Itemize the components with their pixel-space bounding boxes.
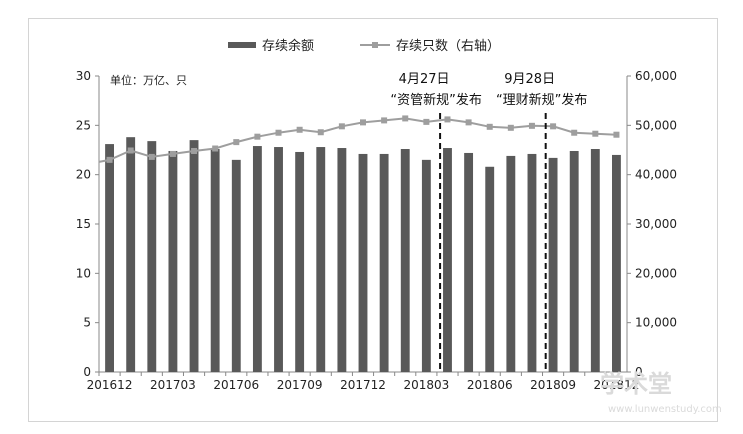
- y-right-tick-label: 10,000: [635, 316, 677, 330]
- bar: [506, 155, 516, 372]
- x-tick-label: 201612: [87, 378, 133, 392]
- bar: [527, 153, 537, 372]
- y-left-tick-label: 10: [76, 266, 91, 280]
- line-marker: [402, 115, 409, 122]
- legend-swatch-marker: [372, 42, 378, 48]
- bar: [231, 159, 241, 372]
- annotation-date: 9月28日: [504, 72, 555, 87]
- line-marker: [507, 124, 514, 131]
- legend-label-line: 存续只数（右轴）: [396, 39, 500, 54]
- line-marker: [360, 119, 366, 126]
- x-tick-label: 201703: [150, 378, 196, 392]
- line-marker: [423, 118, 430, 125]
- bar: [569, 150, 579, 372]
- line-marker: [571, 129, 578, 136]
- x-tick-label: 201803: [403, 378, 449, 392]
- bar: [548, 157, 558, 372]
- bar: [126, 137, 136, 372]
- bar: [210, 149, 220, 372]
- y-right-tick-label: 40,000: [635, 168, 677, 182]
- line-marker: [613, 131, 620, 138]
- annotations: 4月27日 “资管新规”发布 9月28日 “理财新规”发布: [390, 72, 587, 372]
- line-marker: [212, 145, 219, 152]
- legend-swatch-bar: [228, 42, 256, 48]
- bar: [612, 154, 621, 372]
- bar: [189, 140, 199, 372]
- watermark-url: www.lunwenstudy.com: [608, 404, 722, 415]
- line-marker: [296, 126, 303, 133]
- line-marker: [528, 122, 535, 129]
- line-marker: [444, 116, 451, 123]
- x-tick-label: 201706: [213, 378, 259, 392]
- line-marker: [317, 129, 324, 136]
- line-marker: [550, 123, 557, 130]
- bar: [105, 144, 114, 372]
- line-marker: [191, 147, 198, 154]
- line-marker: [169, 150, 176, 157]
- x-tick-label: 201806: [467, 378, 513, 392]
- y-right-tick-label: 30,000: [635, 217, 677, 231]
- y-left-tick-label: 15: [76, 217, 91, 231]
- y-right-tick-label: 50,000: [635, 118, 677, 132]
- line-marker: [486, 123, 493, 130]
- bar: [168, 150, 178, 372]
- annotation-text: “理财新规”发布: [496, 92, 587, 108]
- line-marker: [254, 133, 261, 140]
- bar: [252, 146, 262, 372]
- unit-label: 单位：万亿、只: [110, 73, 187, 87]
- watermark: 学术堂 www.lunwenstudy.com: [600, 370, 722, 415]
- y-right-tick-label: 60,000: [635, 69, 677, 83]
- line-marker: [592, 130, 599, 137]
- y-right-tick-label: 0: [635, 365, 643, 379]
- bar: [421, 159, 431, 372]
- y-left-tick-label: 25: [76, 118, 91, 132]
- x-tick-label: 201712: [340, 378, 386, 392]
- line-marker: [127, 147, 134, 154]
- line-marker: [106, 156, 113, 163]
- y-left-tick-label: 20: [76, 168, 91, 182]
- x-tick-label: 201812: [594, 378, 640, 392]
- y-left-tick-label: 5: [83, 316, 91, 330]
- bar: [590, 149, 600, 372]
- bar: [485, 166, 495, 372]
- line-marker: [465, 119, 472, 126]
- bar-series: [105, 137, 621, 372]
- bar: [316, 147, 326, 372]
- line-series: [98, 115, 620, 163]
- line-marker: [338, 123, 345, 130]
- bar: [443, 148, 452, 372]
- line-path: [98, 117, 617, 163]
- bar: [295, 151, 305, 372]
- axes: 0 5 10 15 20 25 30 0 10,000 20,000 30,000 40,000 50,…: [76, 69, 677, 392]
- watermark-logo: 学术堂: [600, 370, 672, 398]
- line-marker: [275, 129, 282, 136]
- bar: [464, 152, 474, 372]
- legend: 存续余额 存续只数（右轴）: [228, 38, 500, 54]
- bar: [400, 149, 410, 372]
- bar: [358, 153, 368, 372]
- chart-frame: [28, 18, 718, 422]
- line-marker: [381, 117, 388, 124]
- x-tick-label: 201809: [530, 378, 576, 392]
- bar: [337, 148, 347, 372]
- x-tick-label: 201709: [277, 378, 323, 392]
- annotation-date: 4月27日: [399, 72, 450, 87]
- line-marker: [148, 153, 155, 160]
- bar: [274, 147, 283, 372]
- line-marker: [233, 139, 240, 146]
- bar: [147, 141, 157, 372]
- y-left-tick-label: 0: [83, 365, 91, 379]
- y-right-tick-label: 20,000: [635, 266, 677, 280]
- bar: [379, 153, 389, 372]
- legend-label-bar: 存续余额: [262, 38, 314, 54]
- annotation-text: “资管新规”发布: [390, 92, 481, 108]
- y-left-tick-label: 30: [76, 69, 91, 83]
